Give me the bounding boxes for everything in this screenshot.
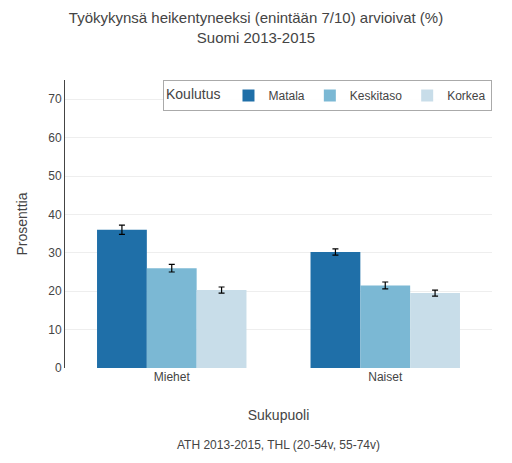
svg-text:Koulutus: Koulutus (166, 86, 220, 102)
svg-text:ATH 2013-2015, THL (20-54v, 55: ATH 2013-2015, THL (20-54v, 55-74v) (177, 438, 380, 452)
svg-text:60: 60 (48, 131, 62, 145)
svg-text:Keskitaso: Keskitaso (350, 89, 402, 103)
svg-text:20: 20 (48, 284, 62, 298)
svg-text:Sukupuoli: Sukupuoli (248, 407, 310, 423)
svg-text:Korkea: Korkea (447, 89, 485, 103)
svg-text:70: 70 (48, 92, 62, 106)
svg-text:Matala: Matala (268, 89, 304, 103)
svg-text:10: 10 (48, 323, 62, 337)
svg-text:30: 30 (48, 246, 62, 260)
svg-text:Prosenttia: Prosenttia (14, 192, 30, 255)
svg-text:50: 50 (48, 169, 62, 183)
svg-text:Naiset: Naiset (368, 370, 403, 384)
svg-text:40: 40 (48, 208, 62, 222)
svg-text:0: 0 (55, 361, 62, 375)
svg-text:Miehet: Miehet (154, 370, 191, 384)
svg-text:Työkykynsä heikentyneeksi (eni: Työkykynsä heikentyneeksi (enintään 7/10… (69, 9, 443, 46)
